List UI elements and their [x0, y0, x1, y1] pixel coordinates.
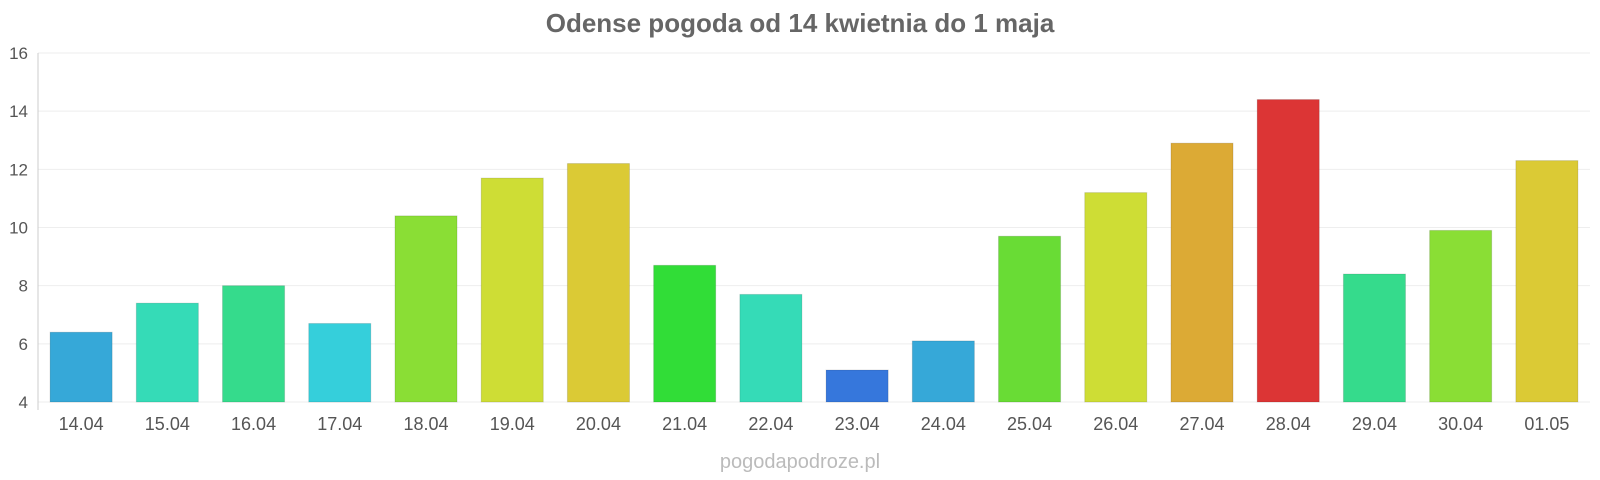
x-tick-label: 21.04 [662, 414, 707, 434]
x-tick-label: 26.04 [1093, 414, 1138, 434]
bar [911, 340, 975, 403]
x-tick-label: 19.04 [490, 414, 535, 434]
bar [566, 163, 630, 403]
bar [739, 293, 803, 403]
bar [135, 302, 199, 403]
x-tick-label: 27.04 [1179, 414, 1224, 434]
bar [825, 369, 889, 403]
x-tick-label: 30.04 [1438, 414, 1483, 434]
bar [480, 177, 544, 403]
bar [394, 215, 458, 403]
x-tick-label: 17.04 [317, 414, 362, 434]
x-tick-label: 01.05 [1524, 414, 1569, 434]
bar [998, 235, 1062, 403]
x-tick-label: 22.04 [748, 414, 793, 434]
x-tick-label: 15.04 [145, 414, 190, 434]
watermark: pogodapodroze.pl [720, 451, 880, 473]
x-tick-label: 24.04 [921, 414, 966, 434]
bar [222, 285, 286, 403]
x-tick-label: 25.04 [1007, 414, 1052, 434]
bar [1256, 99, 1320, 403]
y-tick-label: 10 [9, 219, 28, 238]
x-tick-label: 23.04 [835, 414, 880, 434]
x-tick-label: 20.04 [576, 414, 621, 434]
y-tick-label: 4 [19, 393, 28, 412]
bar [308, 322, 372, 403]
chart-title: Odense pogoda od 14 kwietnia do 1 maja [546, 8, 1055, 38]
bar [1515, 160, 1579, 403]
bar [1342, 273, 1406, 403]
bar [1170, 142, 1234, 403]
y-axis: 4 6 8 10 12 14 16 [9, 44, 28, 412]
x-tick-label: 14.04 [59, 414, 104, 434]
x-tick-label: 18.04 [403, 414, 448, 434]
y-tick-label: 12 [9, 160, 28, 179]
x-tick-label: 16.04 [231, 414, 276, 434]
x-tick-label: 29.04 [1352, 414, 1397, 434]
x-tick-label: 28.04 [1266, 414, 1311, 434]
grid-lines [38, 52, 1590, 403]
bar [1084, 192, 1148, 403]
x-axis: 14.04 15.04 16.04 17.04 18.04 19.04 20.04 21.04… [59, 414, 1570, 434]
bar [653, 264, 717, 403]
y-tick-label: 14 [9, 102, 28, 121]
bar [49, 331, 113, 403]
y-tick-label: 8 [19, 277, 28, 296]
y-tick-label: 16 [9, 44, 28, 63]
bars [49, 99, 1579, 403]
bar [1429, 229, 1493, 403]
y-tick-label: 6 [19, 335, 28, 354]
